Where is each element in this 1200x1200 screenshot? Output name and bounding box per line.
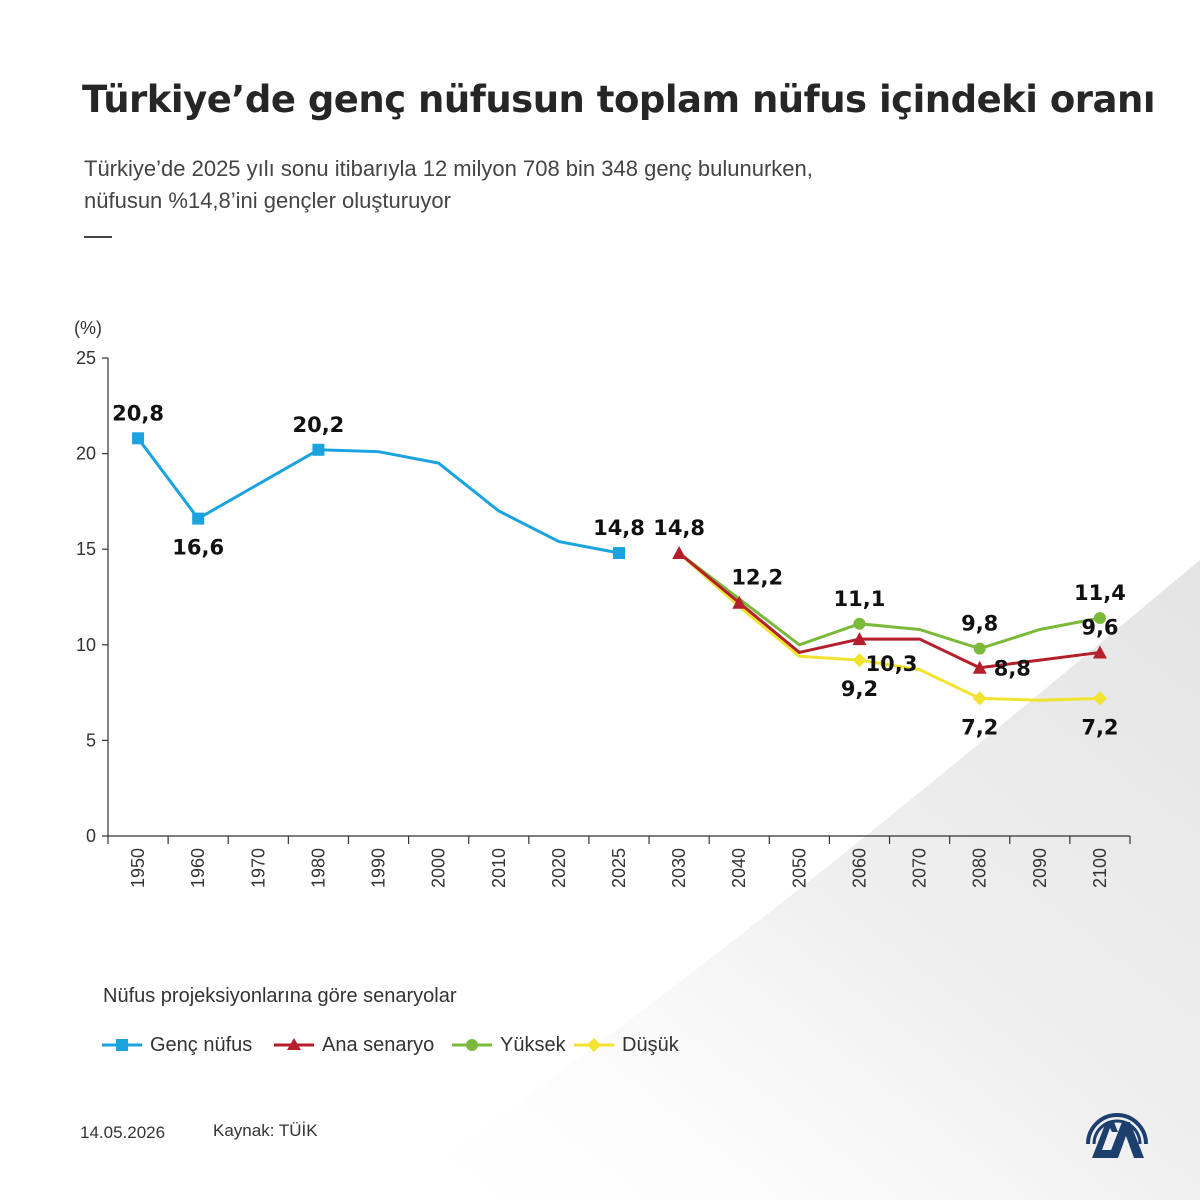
aa-logo-icon [1086,1113,1148,1158]
x-tick-label: 1950 [128,848,148,888]
publish-date: 14.05.2026 [80,1123,166,1142]
square-marker [192,512,205,525]
circle-marker [973,642,986,655]
y-tick-label: 5 [86,730,96,750]
x-tick-label: 2040 [729,848,749,888]
data-label: 9,2 [841,677,878,701]
data-label: 9,8 [961,612,998,636]
x-tick-label: 2000 [429,848,449,888]
data-label: 20,2 [292,413,344,437]
square-marker [613,547,625,560]
y-tick-label: 15 [76,539,96,559]
x-tick-label: 1970 [248,848,268,888]
data-label: 16,6 [172,536,224,560]
legend-item-dusuk[interactable]: Düşük [572,1030,679,1060]
data-label: 14,8 [653,516,705,540]
data-label: 14,8 [593,516,645,540]
legend-label: Düşük [622,1033,679,1056]
y-tick-label: 25 [76,348,96,368]
series-line-triangle [678,551,1101,670]
x-tick-label: 2080 [970,848,990,888]
square-marker [132,432,145,445]
legend-label: Ana senaryo [322,1033,435,1056]
circle-marker [1093,612,1106,625]
triangle-marker [852,632,867,646]
square-marker [312,443,325,456]
y-tick-label: 0 [86,826,96,846]
triangle-marker [672,546,687,560]
subtitle-line-2: nüfusun %14,8’ini gençler oluşturuyor [84,188,451,213]
legend-swatch-diamond-icon [574,1038,614,1052]
x-tick-label: 1990 [369,848,389,888]
data-label: 20,8 [112,401,164,425]
chart-title: Türkiye’de genç nüfusun toplam nüfus içi… [82,78,1156,121]
legend-label: Genç nüfus [150,1033,253,1056]
data-label: 7,2 [961,715,998,739]
chart-subtitle: Türkiye’de 2025 yılı sonu itibarıyla 12 … [84,153,1084,217]
y-axis-unit: (%) [74,318,102,338]
x-tick-label: 2030 [669,848,689,888]
series-markers [132,432,1107,706]
legend-item-yuksek[interactable]: Yüksek [450,1030,566,1060]
data-label: 9,6 [1081,615,1118,639]
x-tick-label: 2100 [1090,848,1110,888]
data-label: 10,3 [866,652,918,676]
data-label: 11,4 [1074,581,1126,605]
data-label: 11,1 [834,587,886,611]
subtitle-line-1: Türkiye’de 2025 yılı sonu itibarıyla 12 … [84,156,813,181]
data-labels: 20,8 16,6 20,2 14,8 9,2 7,2 7,2 11,1 9,8 11,4 14,8… [112,401,1126,739]
triangle-marker [732,595,747,609]
legend-label: Yüksek [500,1033,566,1056]
series-line-diamond [678,551,1100,702]
circle-marker [853,617,866,630]
legend-swatch-square-icon [102,1039,142,1051]
triangle-marker [972,660,987,674]
series-line-square [136,437,620,555]
legend-item-ana-senaryo[interactable]: Ana senaryo [272,1030,434,1060]
data-label: 8,8 [994,657,1031,681]
y-tick-label: 10 [76,635,96,655]
x-tick-label: 1980 [308,848,328,888]
triangle-marker [1092,645,1107,659]
diamond-marker [1092,691,1107,706]
x-tick-label: 2070 [910,848,930,888]
x-tick-label: 2090 [1030,848,1050,888]
x-tick-label: 2010 [489,848,509,888]
x-tick-label: 2060 [849,848,869,888]
legend-item-genc-nufus[interactable]: Genç nüfus [100,1030,252,1060]
x-tick-label: 2050 [789,848,809,888]
legend-swatch-triangle-icon [274,1038,314,1050]
diamond-marker [852,653,867,668]
series-lines [136,437,1101,702]
source-note: Kaynak: TÜİK [213,1121,318,1140]
x-tick-label: 2025 [609,848,629,888]
x-tick-label: 1960 [188,848,208,888]
legend-swatch-circle-icon [452,1039,492,1051]
x-tick-label: 2020 [549,848,569,888]
series-line-circle [678,551,1101,651]
diamond-marker [972,691,987,706]
y-tick-label: 20 [76,444,96,464]
title-divider [84,236,112,238]
data-label: 7,2 [1081,715,1118,739]
legend-title: Nüfus projeksiyonlarına göre senaryolar [103,985,457,1007]
data-label: 12,2 [731,566,783,590]
